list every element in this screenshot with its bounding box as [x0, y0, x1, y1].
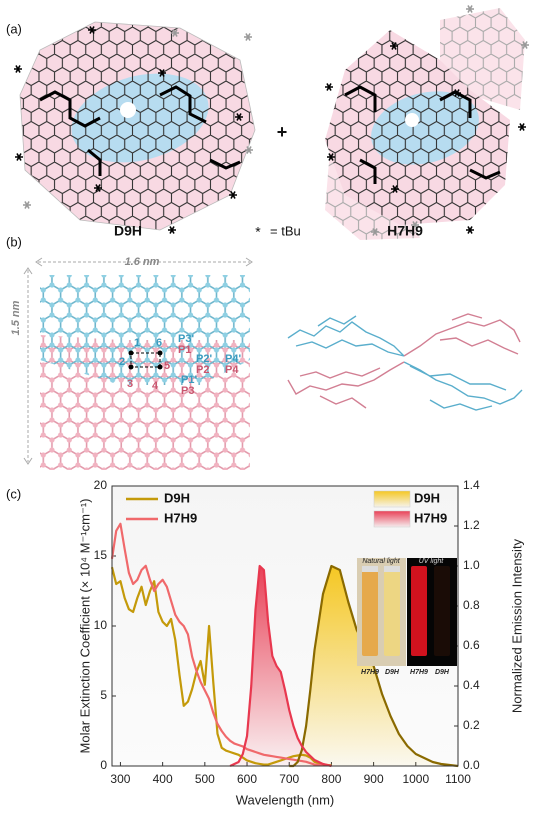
- y2-tick-label: 0.2: [463, 718, 480, 732]
- side-view: [288, 314, 522, 410]
- molecule-name: H7H9: [387, 223, 423, 239]
- x-tick-label: 900: [364, 772, 384, 786]
- y2-tick-label: 0.8: [463, 598, 480, 612]
- site-label: 1: [134, 337, 140, 349]
- x-tick-label: 1000: [402, 772, 429, 786]
- y2-tick-label: 1.0: [463, 558, 480, 572]
- star-symbol: *: [255, 224, 261, 240]
- y2-tick-label: 1.4: [463, 478, 480, 492]
- x-tick-label: 300: [110, 772, 130, 786]
- site-label: P2: [196, 364, 209, 376]
- legend-swatch: [374, 491, 410, 507]
- legend-label: D9H: [164, 490, 190, 505]
- molecule-d9h: [0, 0, 270, 240]
- inset-label: D9H: [435, 669, 450, 676]
- inset-label: H7H9: [410, 669, 428, 676]
- site-label: P3: [181, 385, 194, 397]
- panel-label: (b): [6, 234, 22, 249]
- inset-photo: [357, 558, 457, 666]
- y2-tick-label: 0.0: [463, 758, 480, 772]
- site-label: 3: [127, 378, 133, 390]
- inset-label: H7H9: [361, 669, 379, 676]
- site-label: P1: [178, 344, 191, 356]
- legend-label: D9H: [414, 490, 440, 505]
- y2-tick-label: 0.4: [463, 678, 480, 692]
- x-tick-label: 1100: [445, 772, 471, 786]
- molecule-h7h9: [320, 0, 534, 240]
- inset-label: D9H: [385, 669, 400, 676]
- inset-title: Natural light: [362, 558, 400, 565]
- y-tick-label: 5: [100, 688, 107, 702]
- y2-tick-label: 0.6: [463, 638, 480, 652]
- molecule-name: D9H: [114, 223, 142, 239]
- legend-label: H7H9: [164, 510, 197, 525]
- site-label: 2: [119, 356, 125, 368]
- y-tick-label: 15: [94, 548, 108, 562]
- site-label: 6: [156, 337, 162, 349]
- y-tick-label: 10: [94, 618, 108, 632]
- y2-tick-label: 1.2: [463, 518, 480, 532]
- y2-axis-title: Normalized Emission Intensity: [509, 538, 524, 713]
- site-label: 4: [152, 380, 159, 392]
- legend-swatch: [374, 511, 410, 527]
- dimension-label: 1.5 nm: [10, 300, 22, 335]
- panel-label: (a): [6, 21, 22, 36]
- x-axis-title: Wavelength (nm): [236, 792, 335, 807]
- plus-sign: +: [277, 122, 288, 142]
- site-label: 5: [164, 360, 170, 372]
- x-tick-label: 800: [321, 772, 341, 786]
- panel-label: (c): [6, 486, 21, 501]
- legend-label: H7H9: [414, 510, 447, 525]
- x-tick-label: 700: [279, 772, 299, 786]
- y-tick-label: 0: [100, 758, 107, 772]
- y-axis-title: Molar Extinction Coefficient (× 10⁴ M⁻¹c…: [77, 499, 92, 754]
- x-tick-label: 600: [237, 772, 257, 786]
- x-tick-label: 400: [153, 772, 173, 786]
- dimension-label: 1.6 nm: [125, 256, 160, 268]
- x-tick-label: 500: [195, 772, 215, 786]
- star-meaning: = tBu: [270, 223, 301, 238]
- y-tick-label: 20: [94, 478, 108, 492]
- site-label: P4: [225, 364, 239, 376]
- inset-title: UV light: [419, 558, 445, 565]
- figure: (a) (b) (c) + D9H * = tBu H7H9 1.6 nm 1.…: [0, 0, 534, 814]
